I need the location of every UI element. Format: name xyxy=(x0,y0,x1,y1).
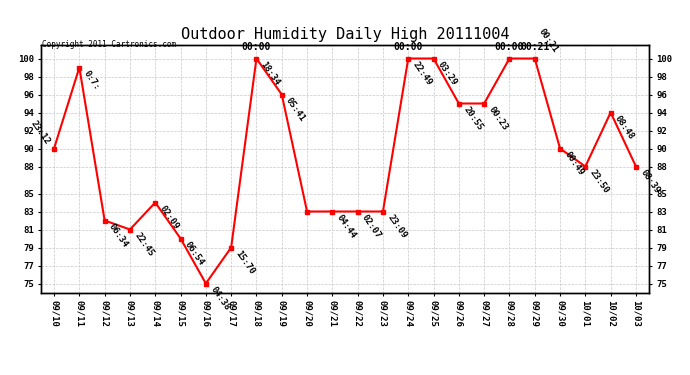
Text: 03:29: 03:29 xyxy=(436,60,459,87)
Text: 00:00: 00:00 xyxy=(393,42,423,52)
Text: 06:54: 06:54 xyxy=(183,240,206,267)
Text: 00:49: 00:49 xyxy=(562,150,585,177)
Text: 18:34: 18:34 xyxy=(259,60,282,87)
Text: 00:21: 00:21 xyxy=(520,42,549,52)
Text: 00:00: 00:00 xyxy=(241,42,271,52)
Text: 04:44: 04:44 xyxy=(335,213,357,240)
Text: 22:49: 22:49 xyxy=(411,60,433,87)
Text: 08:48: 08:48 xyxy=(613,114,636,141)
Text: 20:55: 20:55 xyxy=(462,105,484,132)
Text: 23:09: 23:09 xyxy=(386,213,408,240)
Text: 00:00: 00:00 xyxy=(495,42,524,52)
Text: 23:12: 23:12 xyxy=(29,118,52,146)
Text: 08:39: 08:39 xyxy=(638,168,661,195)
Text: 00:21: 00:21 xyxy=(538,27,560,54)
Text: 0:7:: 0:7: xyxy=(82,69,101,92)
Text: 15:70: 15:70 xyxy=(234,249,257,276)
Text: 02:07: 02:07 xyxy=(360,213,383,240)
Title: Outdoor Humidity Daily High 20111004: Outdoor Humidity Daily High 20111004 xyxy=(181,27,509,42)
Text: 22:45: 22:45 xyxy=(132,231,155,258)
Text: 05:41: 05:41 xyxy=(284,96,307,123)
Text: 00:23: 00:23 xyxy=(486,105,509,132)
Text: 02:09: 02:09 xyxy=(158,204,181,231)
Text: Copyright 2011 Cartronics.com: Copyright 2011 Cartronics.com xyxy=(41,40,176,49)
Text: 23:50: 23:50 xyxy=(588,168,611,195)
Text: 06:34: 06:34 xyxy=(107,222,130,249)
Text: 04:38: 04:38 xyxy=(208,285,231,312)
